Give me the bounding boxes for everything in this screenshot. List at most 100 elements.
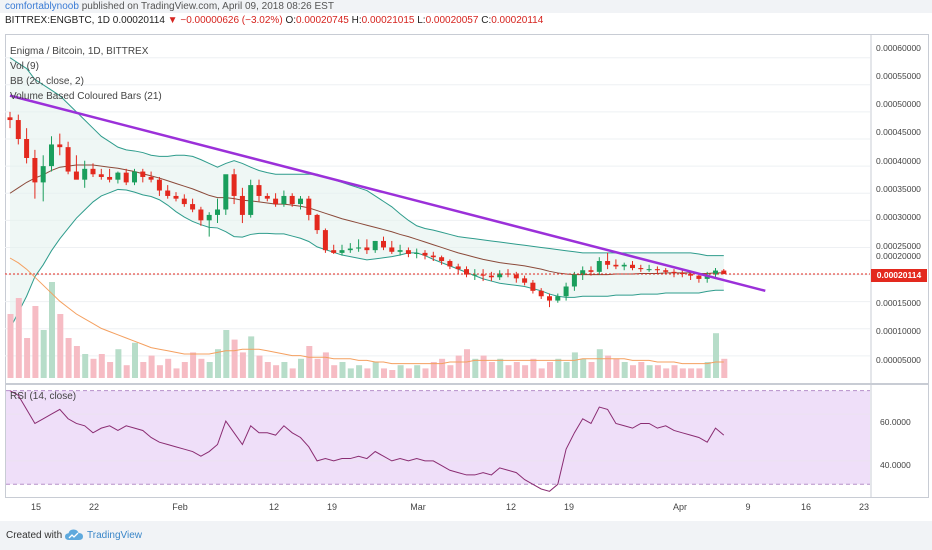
candle: [181, 194, 187, 207]
candle: [372, 240, 378, 253]
candle: [455, 263, 461, 275]
candle: [721, 269, 727, 275]
candle-body: [32, 157, 38, 183]
candle: [57, 133, 63, 156]
candle-body: [405, 250, 411, 254]
candle: [713, 268, 718, 278]
candle-body: [530, 282, 536, 291]
candle: [356, 239, 362, 252]
candle: [480, 269, 486, 282]
candle-body: [671, 271, 677, 273]
time-tick: 15: [30, 502, 42, 512]
volume-bar: [264, 362, 271, 378]
volume-bar: [389, 370, 396, 378]
volume-bar: [7, 314, 14, 378]
volume-bar: [57, 314, 64, 378]
candle-body: [713, 270, 718, 275]
candle: [90, 163, 96, 177]
high-label: H:: [351, 15, 362, 26]
candle-body: [314, 214, 320, 231]
volume-bar: [472, 358, 479, 378]
volume-bar: [281, 362, 288, 378]
time-tick: 19: [326, 502, 338, 512]
candle-body: [455, 266, 461, 270]
volume-bar: [721, 358, 728, 378]
candle-body: [24, 139, 30, 158]
candle: [497, 270, 503, 280]
candle: [256, 179, 262, 202]
time-tick: 16: [800, 502, 812, 512]
candle-body: [696, 275, 702, 279]
volume-bar: [65, 338, 72, 378]
footer-brand-link[interactable]: TradingView: [87, 530, 143, 541]
legend-vbcb[interactable]: Volume Based Coloured Bars (21): [10, 91, 162, 102]
volume-bar: [381, 368, 387, 378]
candle-body: [206, 214, 212, 221]
candle: [248, 179, 254, 218]
volume-bar: [464, 349, 470, 378]
candle-body: [721, 270, 727, 274]
volume-bar: [198, 358, 205, 378]
candle: [596, 257, 602, 275]
candle-body: [571, 274, 577, 287]
candle-body: [472, 274, 478, 276]
volume-bar: [439, 358, 446, 378]
candle-body: [646, 269, 652, 271]
candle: [306, 195, 312, 221]
legend-rsi[interactable]: RSI (14, close): [10, 391, 77, 402]
candle-body: [356, 247, 362, 249]
candle: [547, 293, 552, 308]
candle-body: [372, 240, 378, 251]
legend-bb[interactable]: BB (20, close, 2): [10, 76, 84, 87]
volume-bar: [605, 355, 612, 378]
volume-bar: [289, 368, 296, 378]
candle-body: [331, 250, 337, 253]
candle: [621, 262, 627, 271]
candle-body: [339, 250, 345, 253]
candle-body: [580, 270, 586, 275]
candle: [447, 259, 453, 270]
price-tick: 0.00055000: [876, 71, 921, 81]
bollinger-lower-line: [9, 188, 724, 330]
volume-bar: [32, 306, 39, 378]
candle-body: [654, 269, 660, 271]
volume-bar: [372, 362, 379, 378]
candle: [281, 190, 287, 207]
volume-bar: [239, 352, 246, 378]
volume-bar: [480, 355, 487, 378]
candle: [40, 155, 46, 202]
price-tick: 0.00050000: [876, 99, 921, 109]
volume-bar: [206, 362, 213, 378]
candle-body: [140, 171, 146, 177]
candle-body: [231, 174, 237, 196]
candle: [364, 239, 370, 254]
volume-bar: [713, 333, 719, 378]
volume-bar: [422, 368, 429, 378]
candle-body: [414, 252, 420, 254]
candle: [49, 136, 54, 172]
candle-body: [289, 195, 295, 205]
price-tick: 0.00040000: [876, 156, 921, 166]
volume-bar: [571, 352, 578, 378]
volume-bar: [107, 362, 114, 378]
candle-body: [57, 144, 63, 148]
author-link[interactable]: comfortablynoob: [5, 1, 79, 12]
candle-body: [298, 198, 303, 205]
candle-body: [547, 296, 552, 301]
candle: [414, 248, 420, 259]
legend-vol[interactable]: Vol (9): [10, 61, 39, 72]
candle-body: [638, 268, 644, 270]
candle: [571, 271, 577, 291]
volume-bar: [173, 368, 180, 378]
time-tick: Apr: [672, 502, 688, 512]
price-tick: 0.00005000: [876, 355, 921, 365]
candle-body: [480, 274, 486, 276]
candle: [605, 252, 611, 270]
candle-body: [596, 261, 602, 272]
time-tick: 22: [88, 502, 100, 512]
volume-bar: [538, 368, 545, 378]
candle: [688, 271, 694, 280]
candle: [73, 155, 79, 180]
footer-created-text: Created with: [6, 530, 63, 541]
